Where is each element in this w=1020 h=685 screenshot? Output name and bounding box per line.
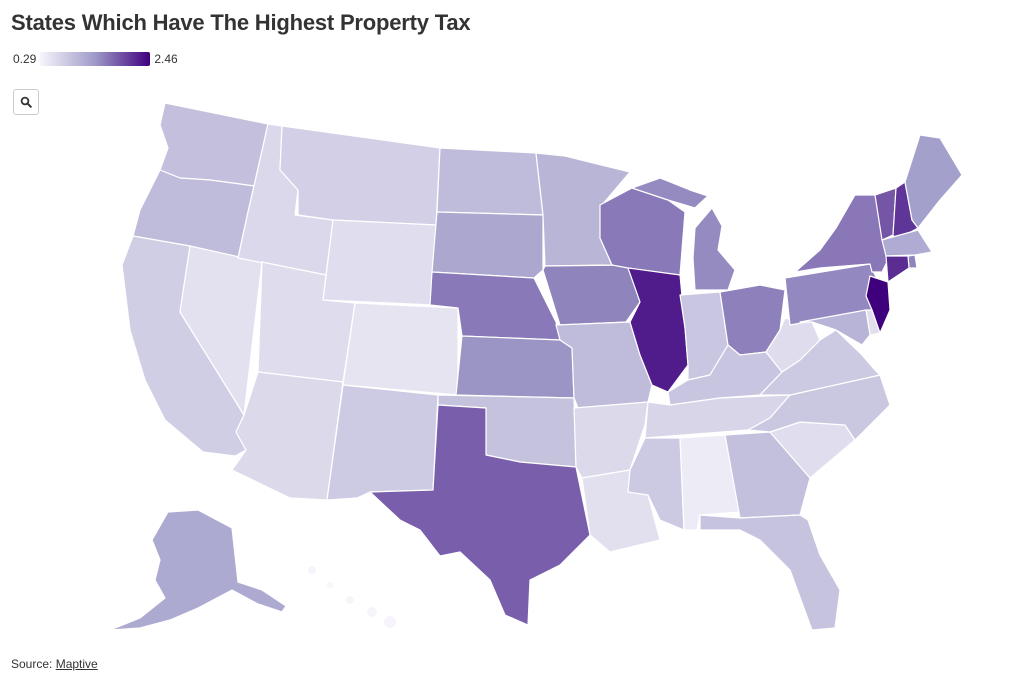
- search-button[interactable]: [13, 89, 39, 115]
- state-hi-island[interactable]: [308, 566, 316, 574]
- state-ny[interactable]: [794, 194, 889, 273]
- state-hi-island[interactable]: [346, 596, 354, 604]
- state-nm[interactable]: [326, 384, 439, 501]
- state-ct[interactable]: [885, 255, 910, 283]
- state-mi[interactable]: [631, 177, 736, 291]
- state-hi-island[interactable]: [327, 582, 333, 588]
- state-hi-island[interactable]: [384, 616, 396, 628]
- state-ms[interactable]: [627, 437, 685, 531]
- state-md[interactable]: [799, 309, 871, 346]
- state-az[interactable]: [231, 371, 344, 501]
- legend-min-label: 0.29: [13, 52, 37, 66]
- state-ga[interactable]: [724, 431, 811, 519]
- state-sd[interactable]: [431, 211, 544, 279]
- state-ks[interactable]: [455, 335, 575, 399]
- legend-color-ramp: [40, 52, 151, 66]
- state-ak[interactable]: [109, 509, 287, 631]
- magnifier-icon: [20, 96, 32, 108]
- state-co[interactable]: [342, 302, 459, 396]
- state-fl[interactable]: [699, 514, 841, 631]
- source-prefix: Source:: [11, 657, 53, 671]
- legend-max-label: 2.46: [154, 52, 178, 66]
- color-legend: 0.29 2.46: [13, 52, 178, 66]
- state-nd[interactable]: [436, 147, 544, 216]
- state-hi-island[interactable]: [367, 607, 377, 617]
- source-note: Source: Maptive: [11, 657, 98, 671]
- state-tx[interactable]: [369, 404, 591, 626]
- state-wy[interactable]: [322, 219, 437, 306]
- source-link[interactable]: Maptive: [55, 657, 98, 671]
- page-title: States Which Have The Highest Property T…: [11, 10, 471, 35]
- state-wa[interactable]: [159, 102, 269, 187]
- state-mt[interactable]: [279, 125, 441, 226]
- state-ma[interactable]: [881, 229, 933, 257]
- state-me[interactable]: [904, 134, 963, 229]
- state-ia[interactable]: [542, 264, 641, 326]
